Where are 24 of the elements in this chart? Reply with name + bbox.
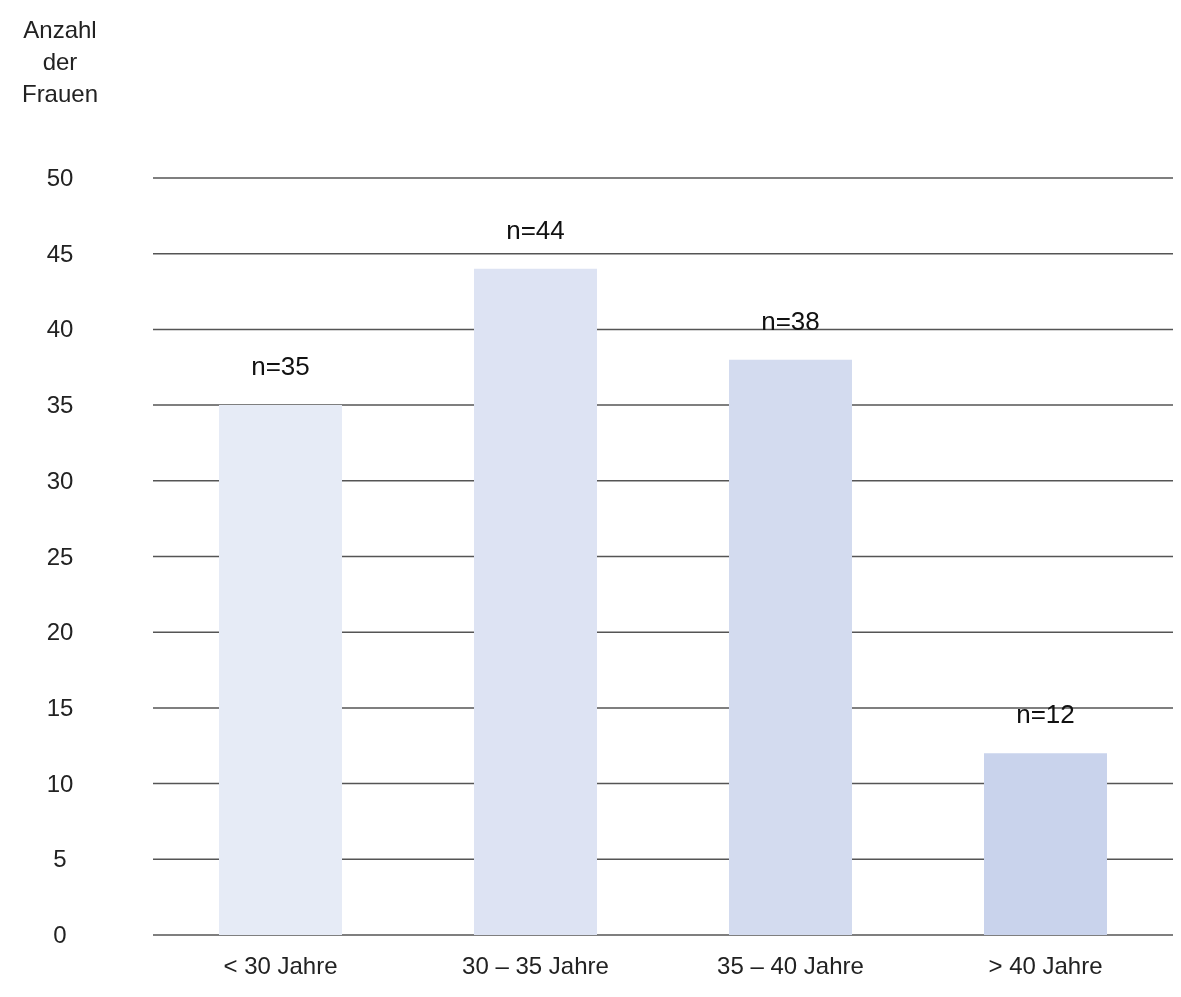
y-tick-label: 15 xyxy=(46,693,74,721)
bar xyxy=(219,405,342,935)
bar xyxy=(984,753,1107,935)
data-label: n=44 xyxy=(506,214,565,245)
x-tick-label: 30 – 35 Jahre xyxy=(462,952,609,980)
y-tick-label: 5 xyxy=(53,845,67,873)
x-tick-label: < 30 Jahre xyxy=(223,952,338,980)
y-axis-title: Anzahl der Frauen xyxy=(21,16,99,107)
y-tick-label: 0 xyxy=(53,921,67,948)
y-tick-label: 45 xyxy=(46,239,74,267)
y-tick-label: 30 xyxy=(46,466,74,494)
y-tick-label: 10 xyxy=(46,769,74,797)
y-tick-label: 20 xyxy=(46,618,74,646)
y-tick-label: 25 xyxy=(46,542,74,570)
data-label: n=38 xyxy=(761,305,820,336)
x-tick-label: > 40 Jahre xyxy=(988,952,1103,980)
bar xyxy=(729,359,852,935)
y-tick-label: 40 xyxy=(46,315,74,343)
x-tick-label: 35 – 40 Jahre xyxy=(717,952,864,980)
bar xyxy=(474,268,597,935)
data-label: n=35 xyxy=(251,351,310,382)
y-tick-label: 35 xyxy=(46,391,74,419)
y-tick-label: 50 xyxy=(46,164,74,191)
data-label: n=12 xyxy=(1016,699,1075,730)
